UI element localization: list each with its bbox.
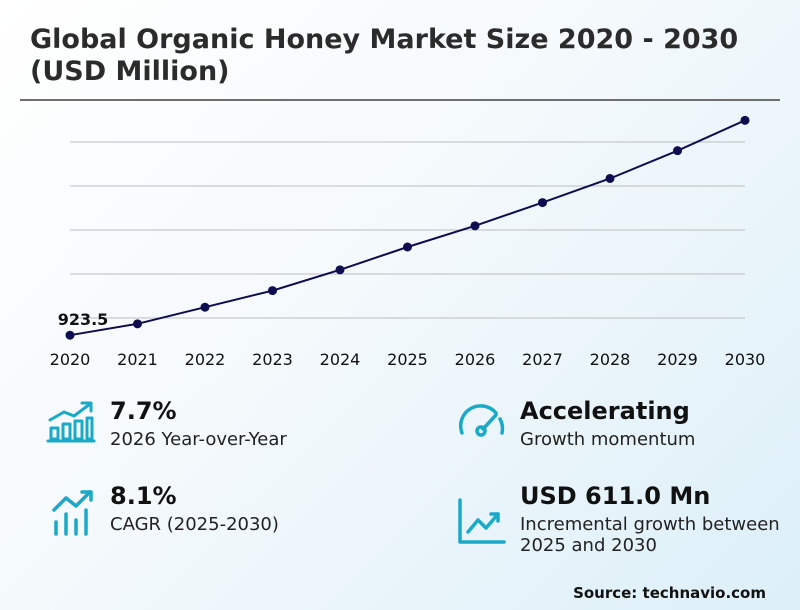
speedometer-icon (458, 404, 505, 437)
data-point-2020 (65, 330, 75, 340)
x-tick-label: 2021 (117, 350, 158, 369)
stat-momentum: Accelerating Growth momentum (520, 397, 695, 450)
data-point-2030 (740, 115, 750, 125)
grid-lines (70, 141, 745, 319)
data-point-2029 (673, 146, 682, 156)
x-tick-label: 2023 (252, 350, 293, 369)
data-point-2023 (268, 286, 277, 296)
x-axis-ticks: 2020 2021 2022 2023 2024 2025 2026 2027 2028 2029… (50, 350, 766, 369)
chart-title: Global Organic Honey Market Size 2020 - … (30, 24, 739, 87)
line-chart: 923.5 2020 2021 2022 2023 2024 2025 2026 2027 20… (50, 115, 766, 369)
data-point-2024 (335, 265, 345, 275)
stat-value: 7.7% (110, 397, 177, 425)
x-tick-label: 2025 (387, 350, 428, 369)
stat-value: Accelerating (520, 397, 690, 425)
stat-value: USD 611.0 Mn (520, 482, 711, 510)
x-tick-label: 2029 (657, 350, 698, 369)
series-line-path (69, 119, 746, 337)
line-trend-icon (458, 498, 506, 544)
data-point-2026 (470, 221, 480, 231)
stat-incremental: USD 611.0 Mn Incremental growth between … (520, 482, 790, 556)
data-label-2020: 923.5 (58, 310, 109, 329)
stat-yoy: 7.7% 2026 Year-over-Year (110, 397, 287, 450)
x-tick-label: 2026 (455, 350, 496, 369)
data-labels: 923.5 (58, 310, 109, 329)
data-points (65, 115, 750, 340)
stat-desc: 2026 Year-over-Year (110, 429, 287, 450)
trend-bars-icon (52, 490, 93, 536)
data-point-2021 (133, 319, 142, 329)
data-point-2027 (538, 198, 547, 208)
stat-desc: CAGR (2025-2030) (110, 514, 279, 535)
x-tick-label: 2024 (320, 350, 361, 369)
data-point-2025 (403, 242, 412, 252)
x-tick-label: 2027 (522, 350, 563, 369)
x-tick-label: 2030 (725, 350, 766, 369)
x-tick-label: 2020 (50, 350, 91, 369)
source-note: Source: technavio.com (573, 584, 766, 602)
stat-desc: Incremental growth between 2025 and 2030 (520, 514, 780, 556)
stat-value: 8.1% (110, 482, 177, 510)
bar-chart-growth-icon (46, 401, 96, 443)
series-line (69, 119, 746, 337)
stat-cagr: 8.1% CAGR (2025-2030) (110, 482, 279, 535)
stat-desc: Growth momentum (520, 429, 696, 450)
x-tick-label: 2022 (185, 350, 226, 369)
data-point-2022 (200, 302, 210, 312)
data-point-2028 (605, 173, 615, 183)
x-tick-label: 2028 (590, 350, 631, 369)
title-divider (20, 99, 780, 101)
